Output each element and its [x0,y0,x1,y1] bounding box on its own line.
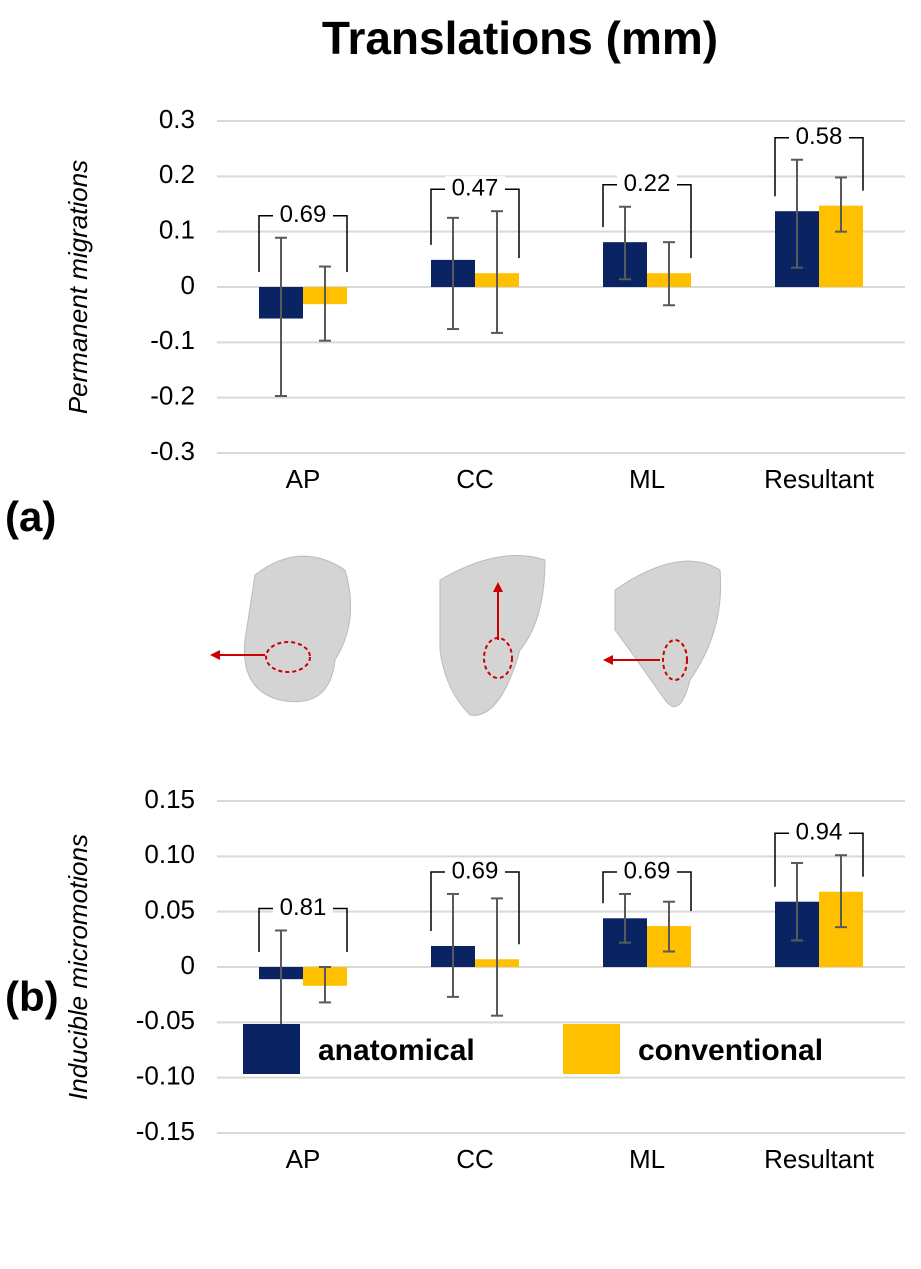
p-value: 0.22 [624,170,671,197]
pelvis-cc [439,555,546,716]
error-bar [319,966,331,1004]
error-bar [663,900,675,953]
arrow-head [603,655,613,665]
p-value: 0.81 [280,894,327,921]
error-bar [791,861,803,942]
p-value: 0.69 [452,857,499,884]
p-value-bg [273,895,333,922]
p-value-bg [617,171,677,198]
x-tick-label: Resultant [764,1144,875,1174]
cup-outline [662,639,688,681]
error-bar [275,236,287,398]
x-tick-label: ML [629,1144,665,1174]
pelvis-illustrations [210,555,722,716]
y-tick-label: -0.1 [150,325,195,355]
y-tick-label: 0.3 [159,104,195,134]
y-tick-label: -0.15 [136,1116,195,1146]
y-tick-label: 0.05 [144,895,195,925]
error-bar [835,176,847,233]
panel-label: (b) [5,973,59,1020]
p-value: 0.58 [796,123,843,150]
p-value-bg [445,858,505,885]
x-tick-label: CC [456,1144,494,1174]
panel-label: (a) [5,493,56,540]
error-bar [791,158,803,269]
p-value-bg [789,124,849,151]
y-tick-label: -0.05 [136,1005,195,1035]
cup-outline [265,641,311,673]
x-tick-label: AP [286,464,321,494]
y-axis-label: Permanent migrations [63,160,93,414]
legend-label: anatomical [318,1034,475,1067]
y-tick-label: 0 [181,950,195,980]
x-tick-label: Resultant [764,464,875,494]
y-tick-label: -0.2 [150,381,195,411]
p-value-bg [445,176,505,203]
error-bar [319,265,331,342]
y-tick-label: 0.1 [159,215,195,245]
x-tick-label: AP [286,1144,321,1174]
legend-swatch [563,1024,620,1074]
legend-label: conventional [638,1034,823,1067]
error-bar [835,854,847,929]
arrow-head [210,650,220,660]
p-value: 0.47 [452,175,499,202]
y-tick-label: 0.10 [144,839,195,869]
p-value: 0.69 [624,857,671,884]
error-bar [619,892,631,944]
error-bar [491,210,503,334]
y-tick-label: -0.3 [150,436,195,466]
p-value-bg [789,820,849,847]
error-bar [491,897,503,1017]
pelvis-ml [614,560,722,708]
legend-swatch [243,1024,300,1074]
x-tick-label: ML [629,464,665,494]
x-tick-label: CC [456,464,494,494]
y-tick-label: 0.2 [159,159,195,189]
pelvis-ap [243,555,352,703]
p-value-bg [273,202,333,229]
p-value-bg [617,858,677,885]
p-value: 0.69 [280,201,327,228]
error-bar [447,216,459,331]
y-tick-label: 0.15 [144,784,195,814]
arrow-head [493,582,503,592]
error-bar [447,892,459,998]
p-value: 0.94 [796,819,843,846]
error-bar [663,241,675,307]
y-axis-label: Inducible micromotions [63,834,93,1100]
y-tick-label: 0 [181,270,195,300]
y-tick-label: -0.10 [136,1061,195,1091]
error-bar [619,205,631,281]
figure-title: Translations (mm) [322,12,718,64]
